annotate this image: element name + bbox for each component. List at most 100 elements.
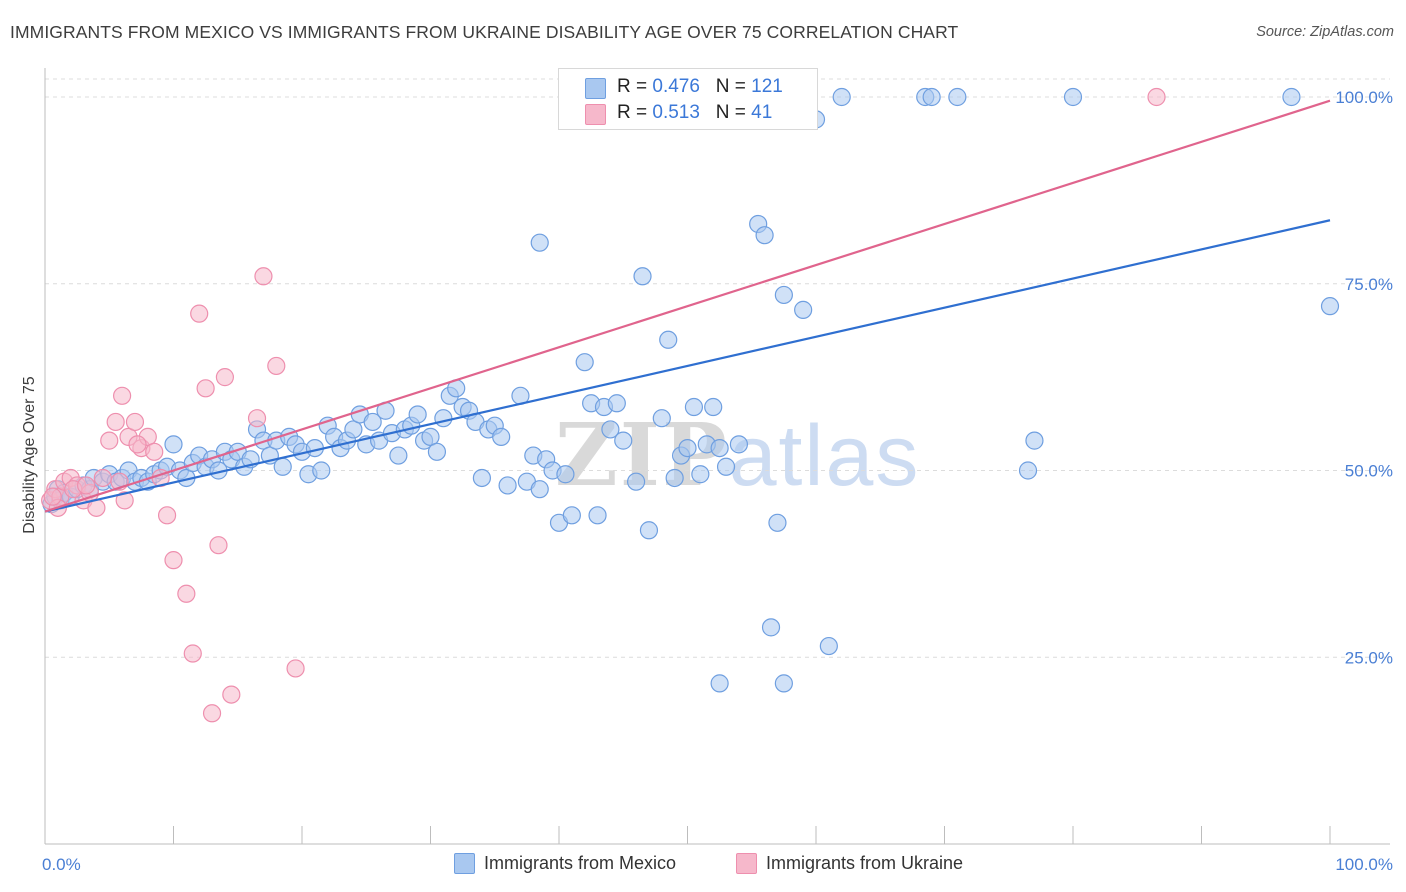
y-tick-label: 50.0%	[1345, 462, 1393, 481]
ukraine-point	[177, 584, 196, 603]
ukraine-point	[267, 356, 286, 376]
mexico-point	[408, 405, 427, 424]
mexico-point	[774, 674, 793, 693]
mexico-point	[774, 285, 793, 305]
mexico-point	[678, 438, 697, 458]
ukraine-point	[190, 304, 209, 323]
mexico-point	[832, 87, 851, 107]
bottom-legend-swatch-mexico	[454, 853, 475, 874]
mexico-point	[710, 674, 729, 693]
y-tick-label: 100.0%	[1335, 88, 1393, 107]
ukraine-point	[254, 267, 273, 286]
ukraine-point	[157, 506, 177, 525]
ukraine-point	[125, 412, 145, 432]
mexico-point	[363, 412, 382, 432]
mexico-point	[588, 506, 607, 525]
mexico-point	[755, 226, 774, 245]
x-tick-label: 0.0%	[42, 855, 81, 874]
ukraine-point	[77, 476, 96, 495]
mexico-point	[164, 435, 183, 454]
legend-text-mexico: R = 0.476 N = 121	[617, 76, 783, 98]
ukraine-point	[196, 379, 215, 398]
mexico-point	[922, 87, 941, 107]
mexico-point	[492, 427, 511, 446]
ukraine-point	[209, 536, 228, 555]
mexico-point	[704, 397, 723, 417]
mexico-point	[562, 506, 581, 525]
legend-n-value: 41	[751, 102, 773, 123]
legend-n-label: N =	[715, 76, 746, 97]
legend-r-value: 0.476	[652, 76, 700, 97]
mexico-point	[614, 431, 633, 450]
legend-r-label: R =	[617, 102, 648, 123]
mexico-point	[575, 353, 594, 372]
legend-swatch-ukraine	[585, 104, 606, 125]
mexico-point	[1282, 87, 1301, 107]
mexico-point	[948, 87, 967, 107]
trend-lines	[44, 99, 1331, 513]
ukraine-point	[128, 435, 147, 454]
legend-n-value: 121	[751, 76, 783, 97]
y-tick-label: 75.0%	[1345, 275, 1393, 294]
ukraine-point	[115, 491, 134, 510]
ukraine-point	[183, 644, 202, 663]
mexico-point	[684, 397, 704, 417]
mexico-point	[607, 394, 626, 413]
ukraine-point	[43, 487, 62, 506]
x-tick-label: 100.0%	[1335, 855, 1393, 874]
bottom-legend-swatch-ukraine	[736, 853, 757, 874]
ukraine-point	[215, 368, 234, 387]
axes	[44, 68, 1390, 845]
ukraine-point	[106, 412, 125, 432]
mexico-point	[626, 472, 646, 491]
mexico-point	[652, 409, 671, 428]
ukraine-point	[100, 431, 119, 450]
ukraine-point	[1147, 87, 1166, 107]
legend-n-label: N =	[715, 102, 746, 123]
mexico-point	[427, 442, 447, 461]
mexico-point	[434, 409, 453, 428]
watermark-atlas: atlas	[728, 408, 921, 504]
mexico-point	[530, 233, 549, 252]
tick-labels: 25.0% 50.0% 75.0% 100.0% 0.0% 100.0%	[42, 88, 1393, 874]
mexico-point	[1320, 297, 1340, 316]
mexico-point	[819, 636, 838, 656]
y-tick-label: 25.0%	[1345, 648, 1393, 667]
ukraine-point	[112, 386, 132, 405]
mexico-point	[761, 618, 781, 637]
mexico-point	[710, 438, 729, 458]
legend-swatch-mexico	[585, 78, 606, 99]
mexico-point	[601, 420, 620, 439]
mexico-point	[768, 513, 787, 532]
chart-title: IMMIGRANTS FROM MEXICO VS IMMIGRANTS FRO…	[10, 22, 959, 42]
ukraine-point	[202, 704, 222, 723]
ukraine-point	[145, 442, 164, 461]
mexico-point	[729, 435, 749, 454]
legend-r-value: 0.513	[652, 102, 700, 123]
ukraine-point	[222, 685, 241, 704]
mexico-point	[691, 465, 710, 484]
ukraine-point	[247, 409, 267, 428]
trend-line-mexico	[44, 219, 1331, 513]
ukraine-point	[93, 468, 112, 488]
mexico-point	[633, 267, 652, 286]
mexico-point	[1018, 461, 1038, 480]
mexico-point	[312, 461, 331, 480]
grid-lines	[45, 78, 1390, 658]
mexico-point	[659, 330, 678, 349]
ukraine-point	[164, 551, 183, 570]
mexico-point	[1025, 431, 1044, 450]
source-label: Source: ZipAtlas.com	[1256, 24, 1394, 40]
mexico-point	[273, 457, 292, 476]
mexico-point	[498, 476, 517, 495]
mexico-point	[530, 480, 549, 499]
mexico-point	[1063, 87, 1083, 107]
mexico-point	[665, 468, 684, 488]
ukraine-point	[286, 659, 305, 678]
mexico-point	[794, 300, 813, 319]
series-ukraine-points	[41, 87, 1166, 723]
bottom-legend-label-ukraine: Immigrants from Ukraine	[766, 853, 964, 873]
bottom-legend-label-mexico: Immigrants from Mexico	[484, 853, 677, 873]
mexico-point	[556, 465, 575, 484]
